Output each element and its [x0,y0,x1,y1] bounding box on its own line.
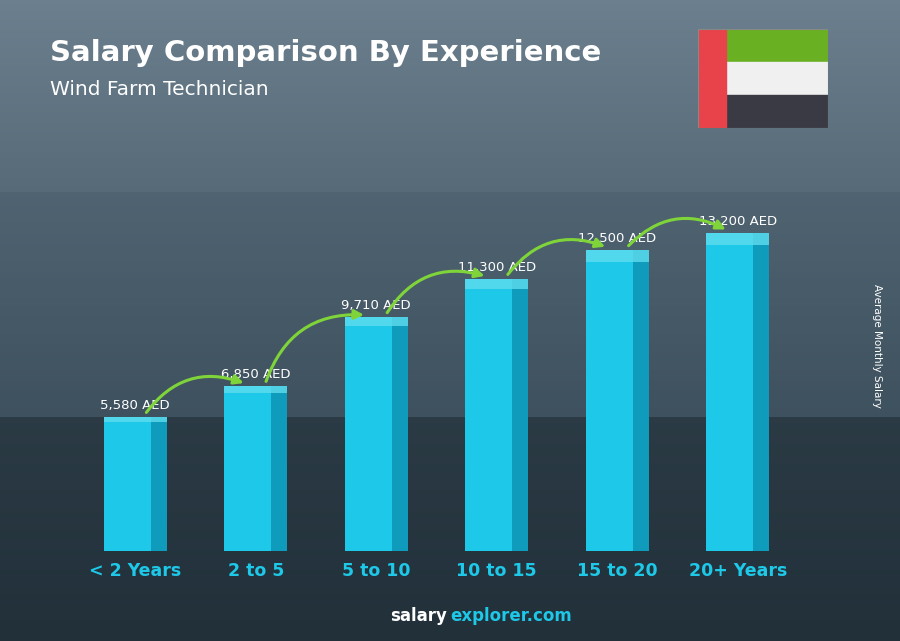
Bar [272,386,287,551]
FancyArrowPatch shape [266,311,361,381]
Text: 13,200 AED: 13,200 AED [698,215,777,228]
Bar [512,279,528,551]
Bar [586,249,649,262]
Bar [345,317,408,551]
Bar [104,417,166,422]
Bar [104,417,166,551]
Text: 12,500 AED: 12,500 AED [578,232,656,245]
Text: salary: salary [391,607,447,625]
FancyArrowPatch shape [628,219,723,246]
Bar [725,95,828,128]
Bar [465,279,528,551]
Bar [706,233,769,246]
Bar [698,29,725,128]
Bar [392,317,408,551]
FancyArrowPatch shape [147,376,240,412]
Bar [151,417,166,551]
Bar [0,417,900,641]
Text: Salary Comparison By Experience: Salary Comparison By Experience [50,39,601,67]
Text: Average Monthly Salary: Average Monthly Salary [872,284,883,408]
Bar [753,233,769,551]
Text: 11,300 AED: 11,300 AED [458,261,536,274]
Bar [586,249,649,551]
Text: 5,580 AED: 5,580 AED [101,399,170,412]
Bar [465,279,528,290]
Text: 9,710 AED: 9,710 AED [341,299,411,312]
FancyArrowPatch shape [387,269,482,313]
Text: explorer.com: explorer.com [450,607,572,625]
Text: 6,850 AED: 6,850 AED [221,368,291,381]
Bar [224,386,287,392]
Bar [224,386,287,551]
Bar [0,192,900,417]
Bar [345,317,408,326]
Bar [725,29,828,62]
Bar [633,249,649,551]
Text: Wind Farm Technician: Wind Farm Technician [50,80,268,99]
FancyArrowPatch shape [508,239,602,274]
Bar [706,233,769,551]
Bar [725,62,828,95]
